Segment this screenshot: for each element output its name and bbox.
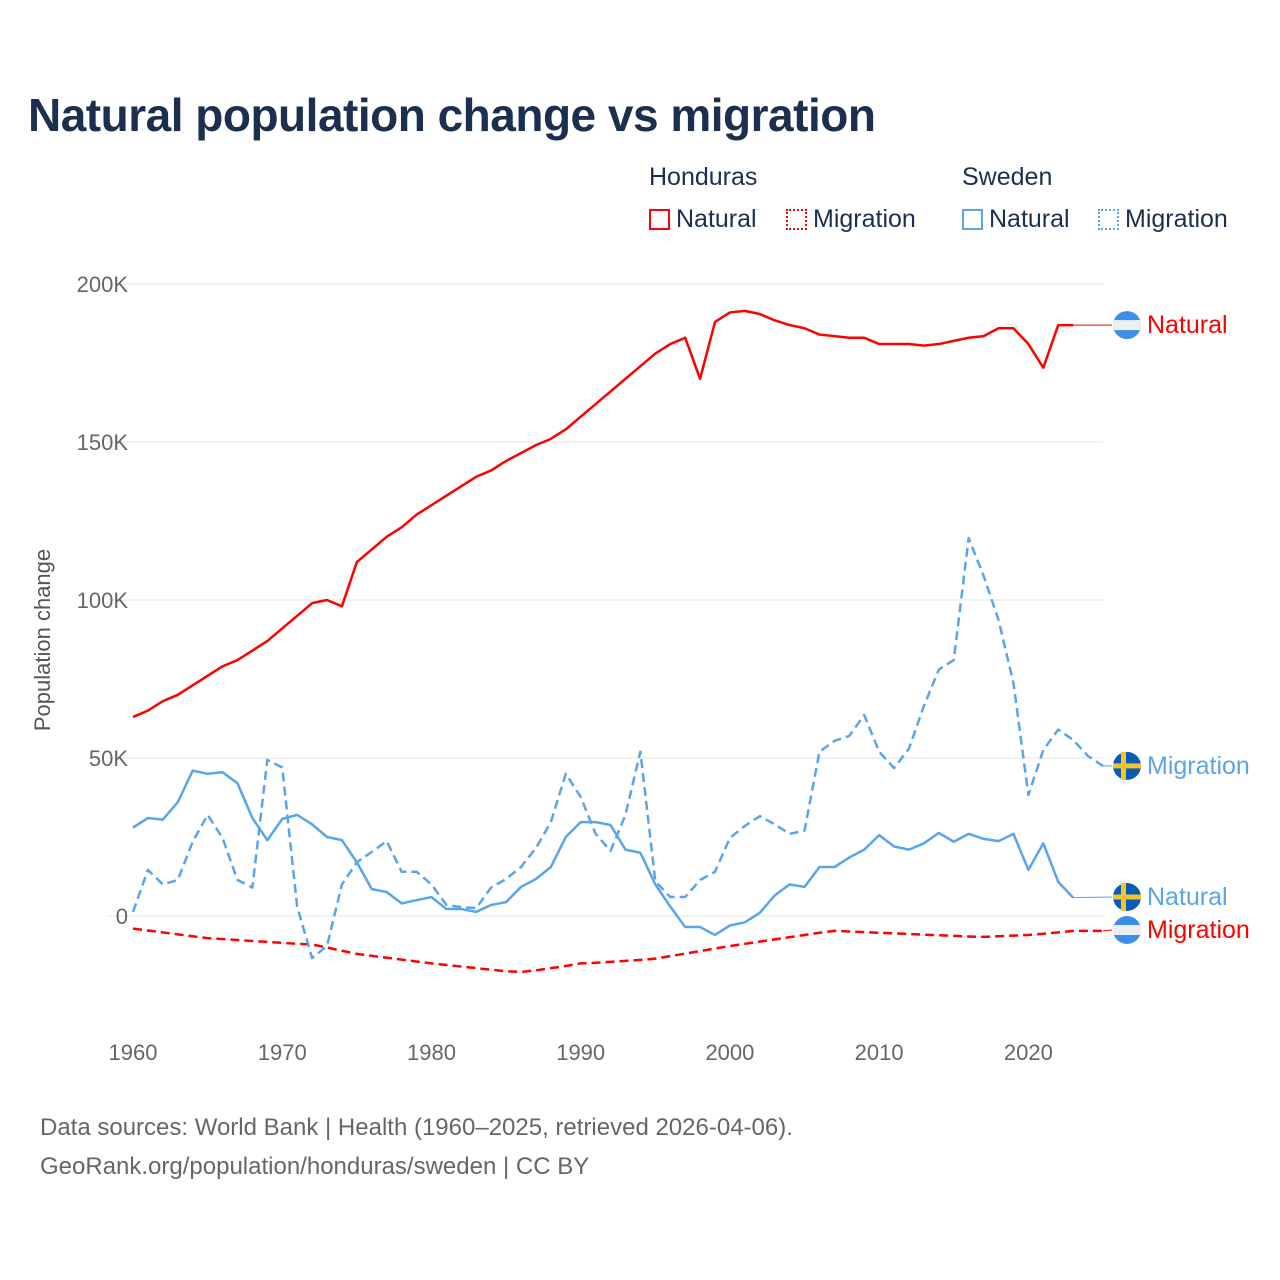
end-label: Migration xyxy=(1147,752,1250,780)
chart-title: Natural population change vs migration xyxy=(28,89,876,141)
x-tick-label: 1960 xyxy=(109,1040,158,1065)
legend-sweden-natural[interactable]: Natural xyxy=(962,205,1070,234)
sweden-flag-cross xyxy=(1113,763,1141,769)
x-tick-label: 1980 xyxy=(407,1040,456,1065)
end-label: Natural xyxy=(1147,311,1228,339)
sweden-flag-cross xyxy=(1121,883,1126,911)
source-note: Data sources: World Bank | Health (1960–… xyxy=(40,1114,793,1141)
legend-label: Migration xyxy=(1125,205,1228,233)
legend-group-honduras: Honduras xyxy=(649,163,758,191)
leader-line xyxy=(1073,896,1113,899)
footer: Data sources: World Bank | Health (1960–… xyxy=(40,1108,793,1186)
sweden-flag-cross xyxy=(1113,894,1141,900)
y-tick-label: 50K xyxy=(89,746,128,771)
legend-honduras-migration[interactable]: Migration xyxy=(786,205,916,234)
legend-swatch-solid xyxy=(649,209,670,230)
series-line-honduras-natural xyxy=(132,309,1074,719)
legend-swatch-solid xyxy=(962,209,983,230)
leader-line xyxy=(1102,929,1113,932)
y-tick-label: 100K xyxy=(77,588,129,613)
legend-label: Migration xyxy=(813,205,916,233)
legend-label: Natural xyxy=(989,205,1070,233)
y-tick-label: 200K xyxy=(77,272,129,297)
series-line-honduras-migration xyxy=(132,927,1103,974)
legend-swatch-dotted xyxy=(1098,209,1119,230)
honduras-flag-band xyxy=(1113,320,1141,331)
legend-label: Natural xyxy=(676,205,757,233)
x-tick-label: 2010 xyxy=(855,1040,904,1065)
y-axis-label: Population change xyxy=(30,549,55,731)
sweden-flag-cross xyxy=(1121,751,1126,780)
x-tick-label: 1990 xyxy=(556,1040,605,1065)
legend-swatch-dotted xyxy=(786,209,807,230)
honduras-flag-band xyxy=(1113,925,1141,935)
end-label: Natural xyxy=(1147,883,1228,911)
x-tick-label: 2020 xyxy=(1004,1040,1053,1065)
series-line-sweden-migration xyxy=(131,536,1104,960)
attribution: GeoRank.org/population/honduras/sweden |… xyxy=(40,1153,590,1180)
legend-honduras-natural[interactable]: Natural xyxy=(649,205,757,234)
end-label: Migration xyxy=(1147,916,1250,944)
series-line-sweden-natural xyxy=(132,769,1075,937)
x-tick-label: 2000 xyxy=(705,1040,754,1065)
x-tick-label: 1970 xyxy=(258,1040,307,1065)
y-tick-label: 150K xyxy=(77,430,129,455)
legend-group-sweden: Sweden xyxy=(962,163,1053,191)
y-tick-label: 0 xyxy=(116,904,128,929)
legend-sweden-migration[interactable]: Migration xyxy=(1098,205,1228,234)
